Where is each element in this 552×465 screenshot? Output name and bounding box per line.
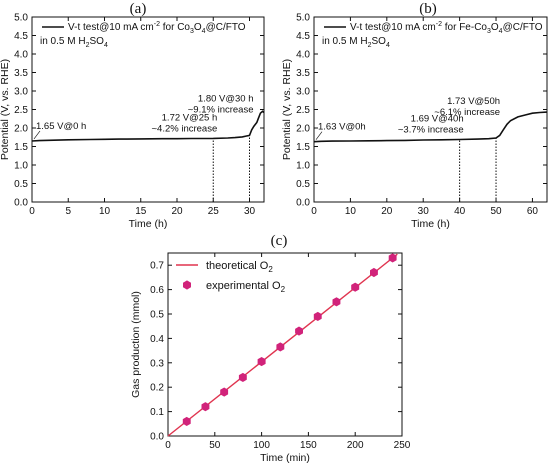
panel-a-chart: 0.0 0.5 1.0 1.5 2.0 2.5 3.0 3.5 4.0 4.5 5.0 0 5 10 15 2…	[0, 13, 265, 230]
legend-label-electrolyte: in 0.5 M H2SO4	[322, 36, 390, 49]
y-tick-label: 2.5	[14, 105, 28, 116]
experimental-point	[351, 282, 360, 292]
y-tick-label: 0.5	[150, 310, 164, 321]
plot-frame	[167, 252, 403, 437]
y-tick-label: 0.0	[296, 198, 310, 209]
y-tick-label: 0.7	[150, 261, 164, 272]
y-axis-label: Gas production (mmol)	[130, 291, 142, 398]
experimental-point	[388, 253, 397, 263]
legend-label-theoretical: theoretical O2	[206, 260, 273, 274]
experimental-point	[220, 387, 229, 397]
start-pointer	[315, 131, 323, 140]
x-axis-label: Time (h)	[411, 218, 450, 230]
x-tick-label: 5	[65, 206, 71, 217]
x-tick-label: 50	[209, 440, 221, 451]
x-tick-label: 0	[311, 206, 317, 217]
y-tick-label: 4.5	[14, 31, 28, 42]
y-tick-label: 3.5	[14, 68, 28, 79]
marker-annotation-increase: ~3.7% increase	[398, 124, 464, 135]
legend-label-experimental: experimental O2	[206, 280, 286, 294]
start-pointer	[33, 130, 41, 140]
legend-label-electrolyte: in 0.5 M H2SO4	[40, 36, 108, 49]
legend-label: V-t test@10 mA cm-2 for Fe-Co3O4@C/FTO	[350, 21, 543, 35]
y-tick-label: 0.0	[14, 198, 28, 209]
legend-label: V-t test@10 mA cm-2 for Co3O4@C/FTO	[68, 21, 246, 35]
start-annotation: 1.65 V@0 h	[36, 121, 86, 132]
y-tick-label: 1.0	[296, 161, 310, 172]
x-tick-label: 250	[394, 440, 411, 451]
potential-series-line	[313, 111, 548, 143]
panel-c-letter: (c)	[271, 233, 288, 249]
x-tick-label: 0	[29, 206, 35, 217]
experimental-point	[257, 357, 266, 367]
y-axis-label: Potential (V, vs. RHE)	[281, 59, 293, 160]
x-tick-label: 60	[527, 206, 539, 217]
y-tick-label: 1.5	[14, 142, 28, 153]
y-tick-label: 0.5	[296, 179, 310, 190]
experimental-point	[295, 326, 303, 336]
y-axis-label: Potential (V, vs. RHE)	[0, 59, 11, 160]
y-tick-label: 3.0	[14, 87, 28, 98]
x-tick-label: 30	[244, 206, 256, 217]
y-tick-label: 0.2	[150, 383, 164, 394]
x-tick-label: 10	[345, 206, 357, 217]
panel-c-chart: 0.0 0.1 0.2 0.3 0.4 0.5 0.6 0.7 0 50 100 150 200 250 T…	[130, 252, 411, 464]
y-tick-label: 3.0	[296, 87, 310, 98]
y-tick-label: 0.5	[14, 179, 28, 190]
marker-annotation-value: 1.69 V@40h	[411, 113, 464, 124]
x-tick-label: 20	[381, 206, 393, 217]
y-tick-label: 0.4	[150, 334, 164, 345]
y-tick-label: 2.5	[296, 105, 310, 116]
x-tick-label: 15	[135, 206, 147, 217]
x-tick-label: 0	[165, 440, 171, 451]
experimental-point	[370, 267, 378, 278]
experimental-point	[313, 311, 322, 321]
panel-b-chart: 0.0 0.5 1.0 1.5 2.0 2.5 3.0 3.5 4.0 4.5 5.0 0 10 20 30…	[281, 13, 548, 230]
y-tick-label: 2.0	[296, 124, 310, 135]
y-tick-label: 3.5	[296, 68, 310, 79]
y-tick-label: 0.1	[150, 407, 164, 418]
x-tick-label: 30	[418, 206, 430, 217]
x-tick-label: 10	[99, 206, 111, 217]
marker-annotation-value: 1.80 V@30 h	[198, 93, 254, 104]
x-tick-label: 100	[253, 440, 270, 451]
legend-swatch-experimental	[183, 280, 191, 290]
marker-annotation-value: 1.72 V@25 h	[162, 112, 218, 123]
x-tick-label: 25	[208, 206, 220, 217]
y-tick-label: 0.0	[150, 432, 164, 443]
start-annotation: 1.63 V@0h	[318, 122, 366, 133]
x-tick-label: 20	[171, 206, 183, 217]
marker-annotation-increase: ~6.1% increase	[434, 107, 500, 118]
y-tick-label: 5.0	[14, 13, 28, 24]
x-axis-label: Time (h)	[129, 218, 168, 230]
marker-annotation-increase: ~4.2% increase	[152, 123, 218, 134]
panel-a-letter: (a)	[130, 1, 147, 17]
x-axis-label: Time (min)	[260, 452, 310, 464]
marker-annotation-value: 1.73 V@50h	[447, 96, 500, 107]
panel-b-letter: (b)	[419, 1, 437, 17]
experimental-point	[332, 297, 341, 307]
x-tick-label: 50	[490, 206, 502, 217]
x-tick-label: 40	[454, 206, 466, 217]
experimental-point	[182, 416, 191, 426]
y-tick-label: 2.0	[14, 124, 28, 135]
potential-series-line	[31, 110, 265, 142]
y-tick-label: 1.0	[14, 161, 28, 172]
experimental-point	[276, 342, 285, 352]
y-tick-label: 0.3	[150, 358, 164, 369]
y-tick-label: 1.5	[296, 142, 310, 153]
y-tick-label: 4.0	[296, 50, 310, 61]
y-tick-label: 4.5	[296, 31, 310, 42]
y-tick-label: 0.6	[150, 285, 164, 296]
x-tick-label: 150	[300, 440, 317, 451]
experimental-point	[238, 372, 247, 382]
marker-annotation-increase: ~9.1% increase	[188, 104, 254, 115]
y-tick-label: 4.0	[14, 50, 28, 61]
experimental-point	[201, 402, 210, 412]
x-tick-label: 200	[347, 440, 364, 451]
y-tick-label: 5.0	[296, 13, 310, 24]
